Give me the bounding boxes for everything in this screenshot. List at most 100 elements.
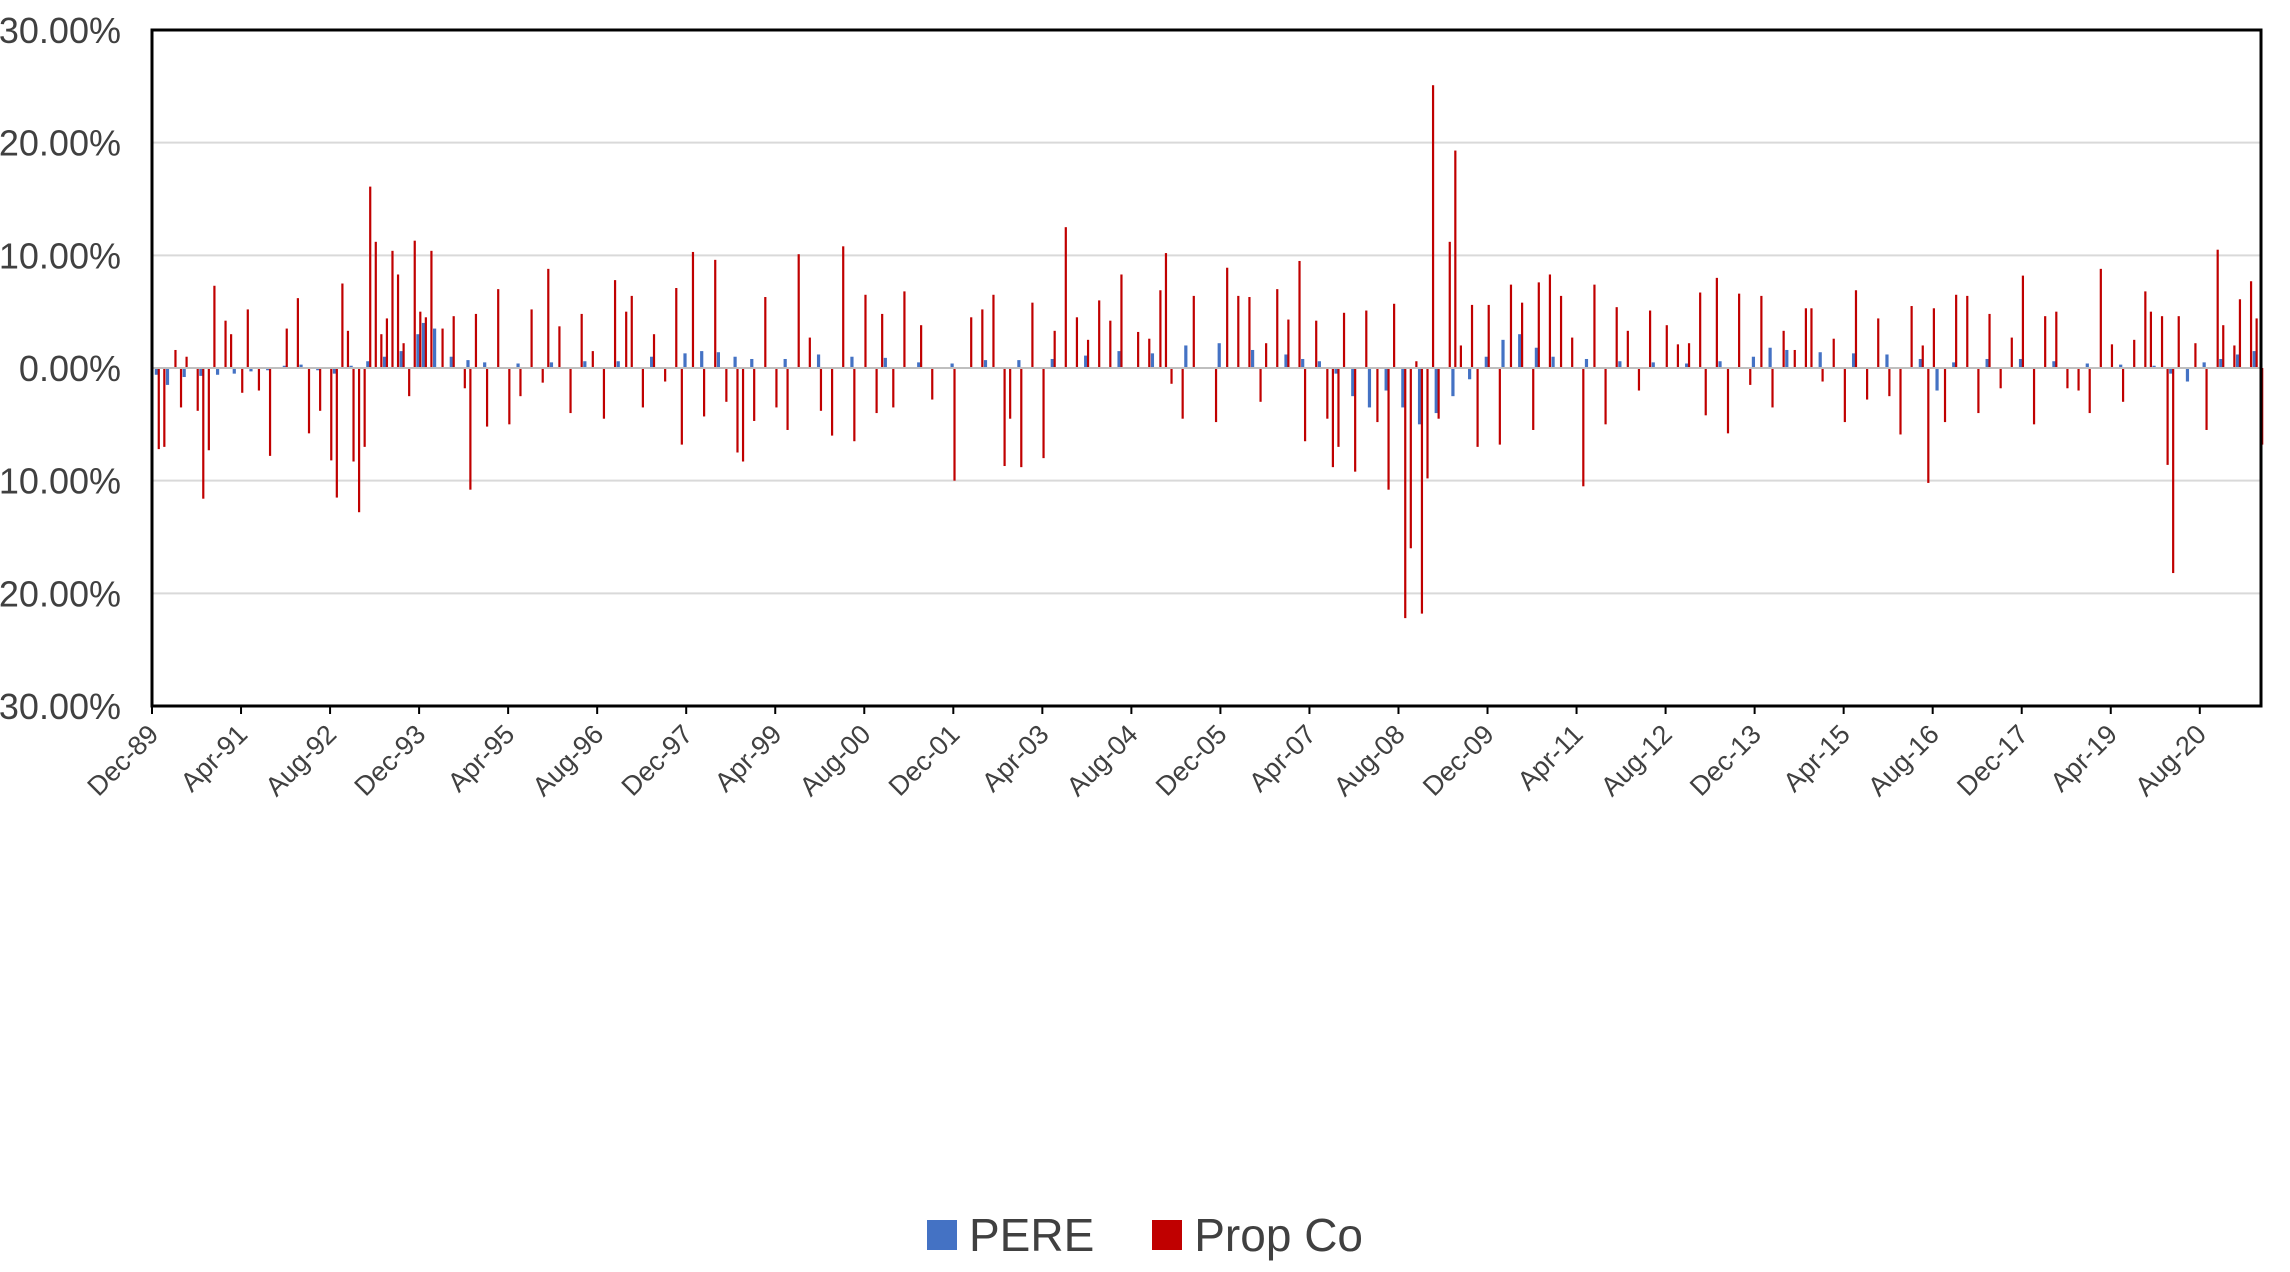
pere-bar xyxy=(1952,362,1956,368)
prop-co-bar xyxy=(2205,368,2208,430)
prop-co-bar xyxy=(1454,150,1457,368)
prop-co-bar xyxy=(1899,368,1902,435)
pere-bar xyxy=(1117,351,1121,368)
prop-co-bar xyxy=(1999,368,2002,389)
prop-co-bar xyxy=(241,368,244,393)
prop-co-bar xyxy=(1877,318,1880,368)
prop-co-bar xyxy=(1003,368,1006,467)
prop-co-bar xyxy=(741,368,745,462)
pere-bar xyxy=(1417,368,1422,425)
pere-bar xyxy=(416,334,420,368)
prop-co-bar xyxy=(1075,317,1079,368)
legend-label-prop-co: Prop Co xyxy=(1194,1209,1363,1261)
prop-co-bar xyxy=(408,368,411,397)
prop-co-bar xyxy=(396,274,400,368)
prop-co-bar xyxy=(1365,310,1368,368)
prop-co-bar xyxy=(881,313,884,368)
prop-co-bar xyxy=(1593,284,1596,368)
prop-co-bar xyxy=(1020,368,1023,468)
prop-co-bar xyxy=(1715,277,1718,368)
prop-co-bar xyxy=(224,320,227,368)
prop-co-bar xyxy=(1810,308,1813,368)
prop-co-bar xyxy=(163,368,166,447)
prop-co-bar xyxy=(1409,368,1412,549)
prop-co-bar xyxy=(1782,330,1785,368)
prop-co-bar xyxy=(463,368,466,389)
prop-co-bar xyxy=(1148,338,1151,368)
pere-bar xyxy=(683,353,687,368)
pere-bar xyxy=(1685,363,1689,368)
pere-bar xyxy=(266,368,270,371)
prop-co-bar xyxy=(2249,281,2253,368)
prop-co-bar xyxy=(1966,295,1969,368)
prop-co-bar xyxy=(691,251,695,368)
prop-co-bar xyxy=(931,368,934,400)
pere-bar xyxy=(182,368,186,378)
prop-co-bar xyxy=(1793,349,1796,368)
pere-bar xyxy=(399,351,403,368)
prop-co-bar xyxy=(1648,310,1652,368)
prop-co-bar xyxy=(2255,318,2258,368)
prop-co-bar xyxy=(1615,307,1618,368)
prop-co-bar xyxy=(207,368,210,451)
prop-co-bar xyxy=(430,250,433,368)
pere-bar xyxy=(1768,347,1772,368)
prop-co-bar xyxy=(2121,368,2125,402)
pere-bar xyxy=(1451,368,1455,397)
pere-bar xyxy=(1434,368,1438,414)
pere-bar xyxy=(1017,360,1021,368)
prop-co-bar xyxy=(357,368,361,513)
prop-co-bar xyxy=(1287,319,1290,368)
prop-co-bar xyxy=(1582,368,1585,487)
prop-co-bar xyxy=(675,288,678,368)
prop-co-bar xyxy=(2166,368,2169,465)
prop-co-bar xyxy=(1749,368,1752,385)
prop-co-bar xyxy=(485,368,489,427)
y-tick-label: 30.00% xyxy=(0,10,121,51)
prop-co-bar xyxy=(1771,368,1774,408)
prop-co-bar xyxy=(591,351,594,368)
prop-co-bar xyxy=(664,368,667,382)
pere-bar xyxy=(750,358,754,368)
pere-bar xyxy=(154,368,158,375)
prop-co-bar xyxy=(474,313,478,368)
prop-co-bar xyxy=(352,368,355,462)
pere-bar xyxy=(1918,358,1922,368)
pere-bar xyxy=(983,360,988,368)
y-tick-label: -30.00% xyxy=(0,686,121,727)
pere-bar xyxy=(950,363,954,368)
prop-co-bar xyxy=(541,368,544,383)
prop-co-bar xyxy=(452,316,455,368)
prop-co-bar xyxy=(842,246,845,368)
pere-bar xyxy=(2185,368,2190,382)
prop-co-bar xyxy=(808,337,811,368)
prop-co-bar xyxy=(1393,303,1396,368)
pere-bar xyxy=(165,368,170,385)
prop-co-bar xyxy=(1259,368,1262,402)
prop-co-bar xyxy=(819,368,823,411)
x-tick-label: Apr-91 xyxy=(175,719,254,798)
prop-co-bar xyxy=(2088,368,2091,414)
prop-co-bar xyxy=(1821,368,1824,382)
prop-co-bar xyxy=(1604,368,1607,425)
pere-bar xyxy=(2169,368,2173,374)
prop-co-bar xyxy=(268,368,272,456)
prop-co-bar xyxy=(1832,338,1835,368)
prop-co-bar xyxy=(1120,274,1123,368)
pere-bar xyxy=(1484,356,1488,368)
prop-co-bar xyxy=(652,334,656,368)
prop-co-bar xyxy=(558,326,561,368)
pere-bar xyxy=(1551,356,1555,368)
prop-co-bar xyxy=(1226,267,1229,368)
x-tick-label: Aug-96 xyxy=(527,719,610,802)
prop-co-bar xyxy=(1459,345,1462,368)
prop-co-bar xyxy=(736,368,739,453)
prop-co-bar xyxy=(174,349,177,368)
legend-item-prop-co: Prop Co xyxy=(1152,1208,1363,1262)
prop-co-bar xyxy=(346,330,350,368)
x-tick-label: Aug-92 xyxy=(260,719,343,802)
prop-co-bar xyxy=(1676,344,1680,368)
prop-co-bar xyxy=(903,291,906,368)
pere-bar xyxy=(1518,334,1522,368)
pere-bar xyxy=(332,368,337,374)
